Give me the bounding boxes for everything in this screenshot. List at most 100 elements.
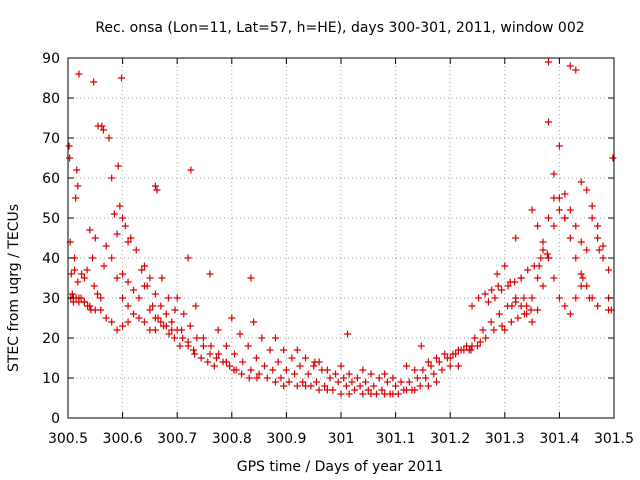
y-tick-label: 80 [42, 91, 60, 107]
data-point [154, 314, 162, 322]
data-point [512, 294, 520, 302]
data-point [67, 270, 75, 278]
data-point [312, 378, 320, 386]
data-point [119, 294, 127, 302]
data-point [214, 326, 222, 334]
data-point [71, 266, 79, 274]
data-point [405, 378, 413, 386]
data-point [372, 390, 380, 398]
data-point [230, 366, 238, 374]
data-point [132, 246, 140, 254]
y-tick-label: 90 [42, 51, 60, 67]
data-point [424, 358, 432, 366]
data-point [326, 374, 334, 382]
x-tick-label: 300.6 [103, 431, 143, 447]
data-point [345, 370, 353, 378]
data-point [599, 242, 607, 250]
data-point [392, 382, 400, 390]
data-point [280, 346, 288, 354]
data-point [102, 242, 110, 250]
data-point [228, 314, 236, 322]
data-point [332, 370, 340, 378]
data-point [127, 234, 135, 242]
data-point [475, 294, 483, 302]
data-point [583, 282, 591, 290]
data-point [153, 186, 161, 194]
data-point [146, 306, 154, 314]
data-point [78, 270, 86, 278]
data-point [258, 334, 266, 342]
data-point [585, 294, 593, 302]
data-point [252, 354, 260, 362]
data-point [394, 390, 402, 398]
data-point [90, 78, 98, 86]
data-point [441, 350, 449, 358]
data-point [479, 326, 487, 334]
data-point [108, 318, 116, 326]
data-point [90, 282, 98, 290]
data-point [199, 334, 207, 342]
data-point [140, 318, 148, 326]
data-point [537, 254, 545, 262]
data-point [68, 290, 76, 298]
data-point [599, 254, 607, 262]
data-point [534, 306, 542, 314]
data-point [501, 326, 509, 334]
data-point [345, 390, 353, 398]
data-point [588, 202, 596, 210]
data-point [427, 362, 435, 370]
data-point [524, 266, 532, 274]
data-point [528, 294, 536, 302]
x-tick-label: 301.2 [430, 431, 470, 447]
data-point [105, 134, 113, 142]
data-point [253, 374, 261, 382]
data-point [501, 262, 509, 270]
data-point [561, 190, 569, 198]
data-point [583, 246, 591, 254]
data-point [577, 178, 585, 186]
data-point [337, 362, 345, 370]
y-tick-label: 70 [42, 131, 60, 147]
data-point [517, 274, 525, 282]
data-point [561, 302, 569, 310]
data-point [238, 370, 246, 378]
data-point [83, 266, 91, 274]
data-point [135, 294, 143, 302]
data-point [245, 374, 253, 382]
data-point [178, 326, 186, 334]
y-tick-label: 0 [51, 411, 60, 427]
data-point [168, 318, 176, 326]
data-point [544, 118, 552, 126]
data-point [359, 366, 367, 374]
data-point [506, 278, 514, 286]
data-point [187, 166, 195, 174]
data-point [99, 126, 107, 134]
y-tick-label: 10 [42, 371, 60, 387]
data-point [73, 166, 81, 174]
data-point [595, 246, 603, 254]
data-point [463, 342, 471, 350]
x-tick-label: 300.7 [157, 431, 197, 447]
data-point [471, 334, 479, 342]
chart-title: Rec. onsa (Lon=11, Lat=57, h=HE), days 3… [95, 20, 584, 36]
data-point [239, 358, 247, 366]
data-point [433, 378, 441, 386]
data-point [113, 230, 121, 238]
data-point [523, 310, 531, 318]
data-point [130, 286, 138, 294]
data-point [446, 354, 454, 362]
data-point [280, 382, 288, 390]
data-point [605, 306, 613, 314]
data-point [143, 282, 151, 290]
data-point [430, 370, 438, 378]
data-point [307, 382, 315, 390]
y-tick-label: 30 [42, 291, 60, 307]
data-point [490, 326, 498, 334]
data-point [433, 354, 441, 362]
data-point [528, 318, 536, 326]
data-point [271, 378, 279, 386]
data-point [206, 350, 214, 358]
data-point [89, 254, 97, 262]
data-point [550, 170, 558, 178]
